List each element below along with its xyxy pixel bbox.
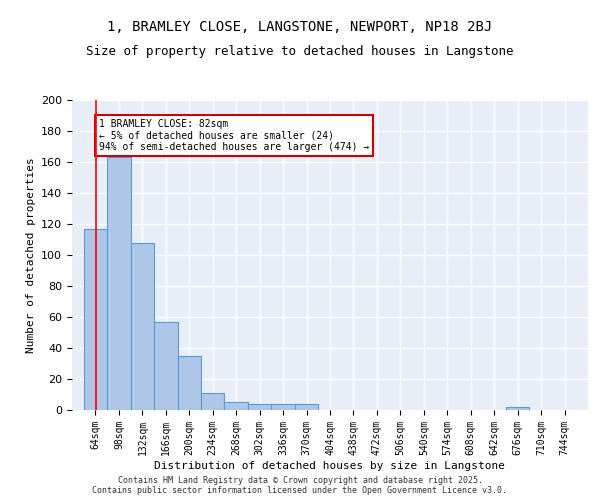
Text: 1, BRAMLEY CLOSE, LANGSTONE, NEWPORT, NP18 2BJ: 1, BRAMLEY CLOSE, LANGSTONE, NEWPORT, NP… [107, 20, 493, 34]
Text: 1 BRAMLEY CLOSE: 82sqm
← 5% of detached houses are smaller (24)
94% of semi-deta: 1 BRAMLEY CLOSE: 82sqm ← 5% of detached … [99, 118, 369, 152]
Text: Contains HM Land Registry data © Crown copyright and database right 2025.
Contai: Contains HM Land Registry data © Crown c… [92, 476, 508, 495]
Bar [248, 404, 271, 410]
Text: Size of property relative to detached houses in Langstone: Size of property relative to detached ho… [86, 45, 514, 58]
Bar [178, 356, 201, 410]
Bar [295, 404, 318, 410]
Bar [201, 393, 224, 410]
Bar [107, 158, 131, 410]
Bar [154, 322, 178, 410]
Bar [131, 242, 154, 410]
Bar [271, 404, 295, 410]
X-axis label: Distribution of detached houses by size in Langstone: Distribution of detached houses by size … [155, 460, 505, 470]
Y-axis label: Number of detached properties: Number of detached properties [26, 157, 35, 353]
Bar [224, 402, 248, 410]
Bar [84, 228, 107, 410]
Bar [506, 407, 529, 410]
